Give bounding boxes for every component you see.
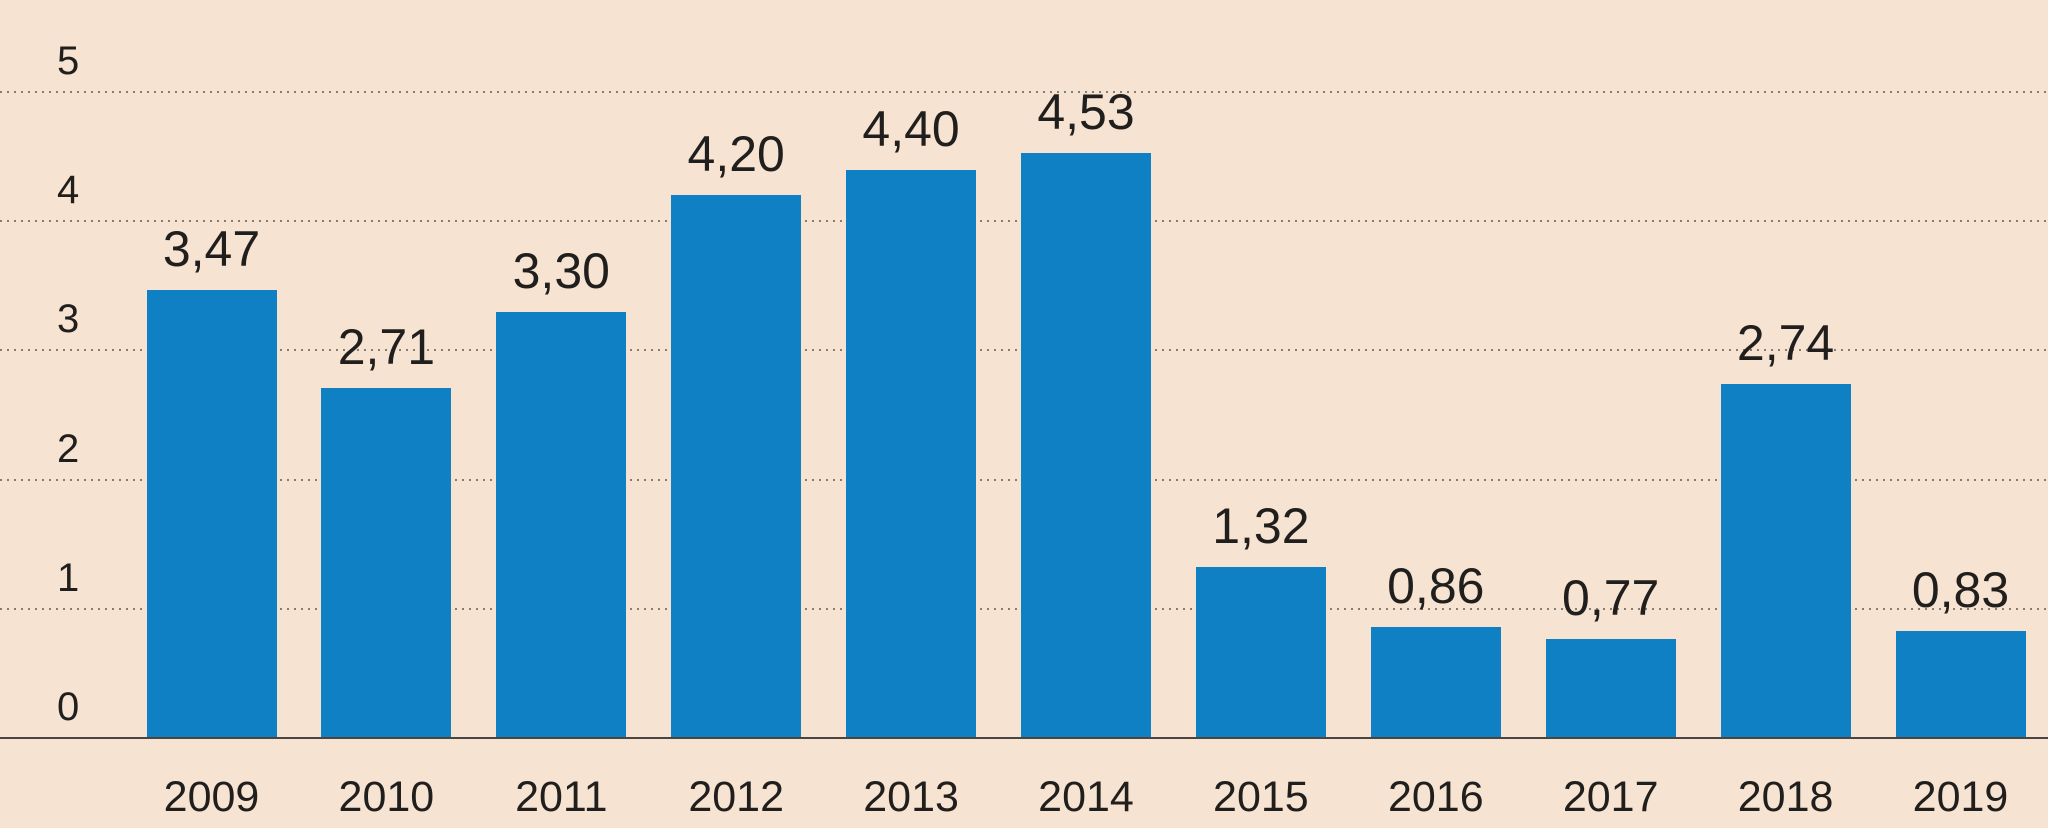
value-label-2014: 4,53: [1037, 83, 1135, 140]
value-label-2010: 2,71: [337, 318, 436, 375]
x-axis-label-2019: 2019: [1912, 773, 2009, 821]
bar-2019: [1895, 630, 2026, 738]
value-label-2019: 0,83: [1911, 561, 2010, 618]
bar-2017: [1545, 638, 1676, 738]
x-axis-label-2014: 2014: [1038, 773, 1134, 821]
y-tick-label-1: 1: [57, 555, 80, 600]
y-tick-label-0: 0: [57, 685, 80, 729]
y-tick-label-3: 3: [57, 297, 80, 342]
bar-2016: [1370, 626, 1501, 738]
x-axis-label-2010: 2010: [338, 773, 435, 821]
x-axis-label-2009: 2009: [163, 773, 260, 821]
x-axis-label-2017: 2017: [1562, 773, 1659, 821]
value-label-2009: 3,47: [162, 220, 261, 277]
x-axis-line: [0, 737, 2048, 739]
bar-2013: [846, 169, 977, 738]
x-axis-label-2015: 2015: [1213, 773, 1309, 821]
bar-2010: [321, 387, 452, 738]
bar-2009: [146, 289, 277, 738]
bar-2014: [1021, 152, 1151, 738]
y-tick-label-4: 4: [57, 168, 80, 213]
value-label-2017: 0,77: [1562, 569, 1660, 626]
bar-2012: [671, 195, 802, 738]
x-axis-label-2016: 2016: [1387, 773, 1484, 821]
x-axis-label-2011: 2011: [515, 773, 608, 821]
x-axis-label-2013: 2013: [863, 773, 959, 821]
x-axis-label-2012: 2012: [688, 773, 785, 821]
value-label-2012: 4,20: [687, 126, 785, 183]
gridline-y-5: [0, 91, 2048, 93]
y-tick-label-5: 5: [57, 39, 80, 83]
bar-2011: [496, 311, 627, 738]
value-label-2013: 4,40: [862, 100, 960, 157]
bar-2015: [1195, 567, 1326, 738]
y-tick-label-2: 2: [57, 426, 80, 471]
value-label-2015: 1,32: [1212, 498, 1310, 555]
value-label-2016: 0,86: [1387, 557, 1485, 614]
value-label-2018: 2,74: [1736, 315, 1835, 371]
bar-2018: [1720, 384, 1851, 738]
x-axis-label-2018: 2018: [1737, 773, 1834, 821]
value-label-2011: 3,30: [512, 242, 610, 299]
